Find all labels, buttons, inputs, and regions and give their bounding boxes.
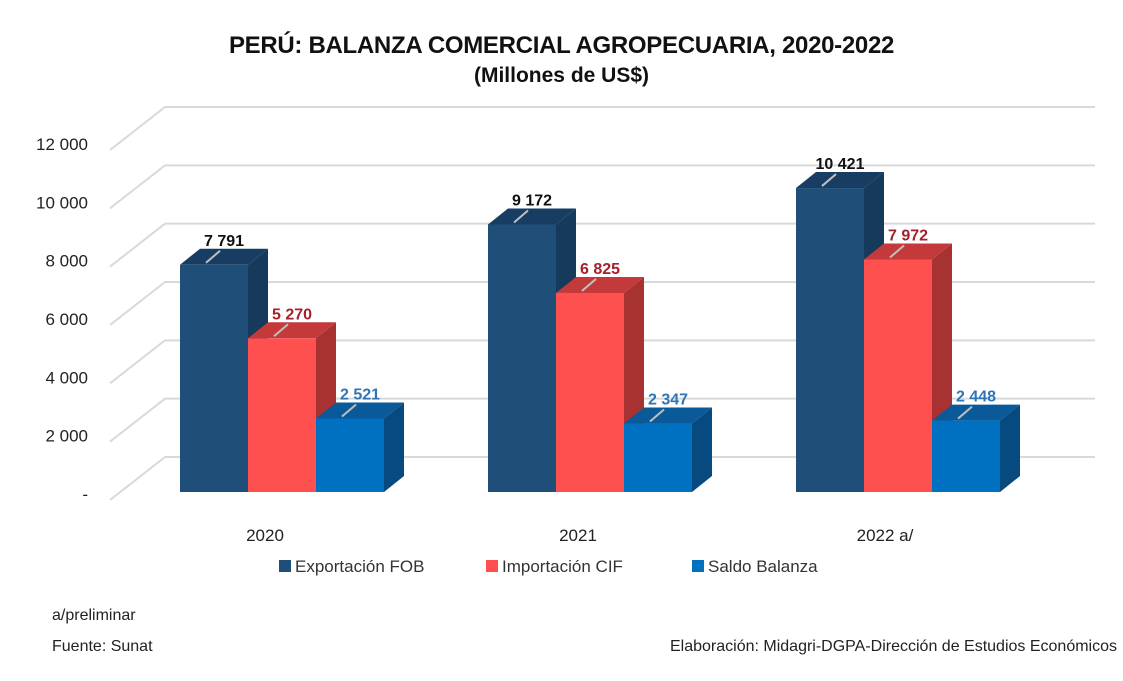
data-label: 2 448 xyxy=(956,389,996,406)
y-tick-label: 6 000 xyxy=(45,310,88,329)
data-label: 6 825 xyxy=(580,261,620,278)
source-note: Fuente: Sunat xyxy=(52,638,153,655)
bar-top xyxy=(864,243,952,260)
credit-note: Elaboración: Midagri-DGPA-Dirección de E… xyxy=(670,638,1117,655)
bar-side xyxy=(1000,404,1020,492)
bar-saldo-balanza-2022 xyxy=(932,420,1000,492)
chart-title: PERÚ: BALANZA COMERCIAL AGROPECUARIA, 20… xyxy=(228,32,895,59)
label-leader xyxy=(273,323,289,338)
gridline xyxy=(109,164,1095,210)
bar-importaci-n-cif-2021 xyxy=(556,292,624,492)
gridline xyxy=(109,397,1095,443)
label-leader xyxy=(889,244,905,259)
bar-top xyxy=(316,402,404,419)
legend-swatch xyxy=(279,560,291,572)
gridline xyxy=(109,222,1095,268)
label-leader xyxy=(821,173,837,187)
label-leader xyxy=(341,403,357,418)
y-tick-label: - xyxy=(82,485,88,504)
y-tick-label: 2 000 xyxy=(45,427,88,446)
bar-top xyxy=(796,172,884,189)
legend-swatch xyxy=(692,560,704,572)
label-leader xyxy=(205,250,221,264)
bar-saldo-balanza-2021 xyxy=(624,423,692,492)
bar-top xyxy=(180,248,268,265)
bar-saldo-balanza-2020 xyxy=(316,418,384,492)
legend-swatch xyxy=(486,560,498,572)
x-tick-label: 2020 xyxy=(246,526,284,545)
chart-subtitle: (Millones de US$) xyxy=(473,64,650,87)
y-tick-label: 12 000 xyxy=(36,135,88,154)
y-tick-label: 10 000 xyxy=(36,193,88,212)
bar-exportaci-n-fob-2021 xyxy=(488,224,556,492)
data-label: 10 421 xyxy=(816,156,865,173)
label-leader xyxy=(957,405,973,420)
bar-top xyxy=(624,407,712,424)
data-label: 9 172 xyxy=(512,192,552,209)
label-leader xyxy=(581,278,597,292)
data-label: 7 972 xyxy=(888,227,928,244)
legend-label: Exportación FOB xyxy=(295,557,424,576)
x-tick-label: 2021 xyxy=(559,526,597,545)
gridline xyxy=(109,281,1095,326)
gridline xyxy=(109,339,1095,385)
gridline xyxy=(109,106,1095,151)
bar-exportaci-n-fob-2020 xyxy=(180,264,248,492)
label-leader xyxy=(513,209,529,224)
bar-side xyxy=(692,407,712,492)
bar-importaci-n-cif-2022 xyxy=(864,259,932,492)
data-label: 2 521 xyxy=(340,386,380,403)
label-leader xyxy=(649,408,665,423)
bar-top xyxy=(488,208,576,225)
data-label: 7 791 xyxy=(204,233,244,250)
preliminary-note: a/preliminar xyxy=(52,607,136,624)
bar-importaci-n-cif-2020 xyxy=(248,338,316,492)
bar-top xyxy=(556,276,644,293)
bar-top xyxy=(248,322,336,339)
y-tick-label: 8 000 xyxy=(45,252,88,271)
legend-label: Saldo Balanza xyxy=(708,557,818,576)
legend-label: Importación CIF xyxy=(502,557,623,576)
data-label: 5 270 xyxy=(272,306,312,323)
bar-top xyxy=(932,404,1020,421)
bar-side xyxy=(384,402,404,492)
bar-exportaci-n-fob-2022 xyxy=(796,188,864,492)
data-label: 2 347 xyxy=(648,392,688,409)
gridline xyxy=(109,456,1095,501)
y-tick-label: 4 000 xyxy=(45,368,88,387)
x-tick-label: 2022 a/ xyxy=(857,526,914,545)
